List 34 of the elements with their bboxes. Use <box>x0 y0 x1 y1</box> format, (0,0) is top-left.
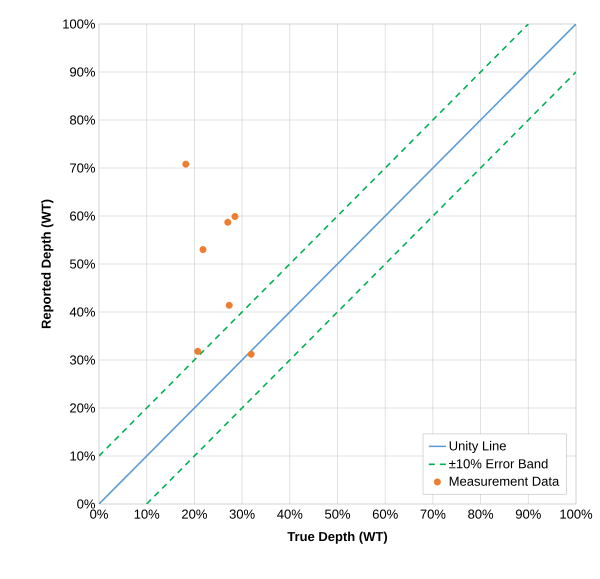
point <box>182 160 190 168</box>
point <box>248 350 255 358</box>
y-tick-label: 60% <box>70 211 96 221</box>
point <box>231 212 238 220</box>
x-tick-label: 60% <box>372 510 398 519</box>
x-tick-label: 30% <box>230 510 255 519</box>
legend-label: ±10% Error Band <box>449 458 548 468</box>
x-tick-label: 50% <box>325 510 350 519</box>
x-axis-title: True Depth (WT) <box>287 532 388 544</box>
point <box>199 246 206 254</box>
legend-label: Measurement Data <box>450 476 560 486</box>
y-tick-label: 10% <box>70 451 96 461</box>
x-tick-label: 20% <box>182 510 207 519</box>
y-tick-label: 100% <box>63 19 96 29</box>
x-tick-label: 10% <box>134 510 160 519</box>
x-tick-label: 80% <box>468 510 494 519</box>
y-tick-label: 50% <box>70 259 96 269</box>
point <box>194 348 202 355</box>
point <box>226 302 233 309</box>
y-tick-label: 40% <box>70 307 96 317</box>
y-tick-label: 0% <box>77 499 96 509</box>
y-tick-label: 20% <box>70 403 96 413</box>
legend-label: Unity Line <box>450 440 506 454</box>
x-tick-label: 100% <box>560 510 592 519</box>
y-tick-label: 80% <box>70 115 96 125</box>
x-tick-label: 0% <box>90 510 108 519</box>
x-tick-label: 70% <box>420 510 446 519</box>
point <box>224 218 232 226</box>
y-axis-title: Reported Depth (WT) <box>41 200 54 328</box>
y-tick-label: 90% <box>70 67 96 77</box>
x-tick-label: 90% <box>516 510 541 519</box>
y-tick-label: 30% <box>70 355 96 365</box>
x-tick-label: 40% <box>277 510 302 519</box>
y-tick-label: 70% <box>70 163 96 173</box>
